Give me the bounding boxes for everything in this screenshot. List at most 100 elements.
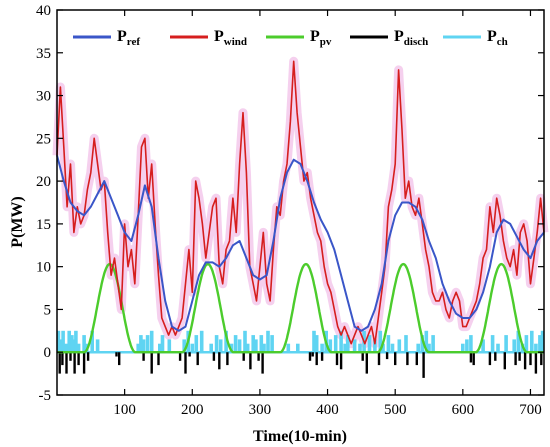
y-tick-label: 35 bbox=[36, 46, 51, 62]
y-tick-label: 15 bbox=[36, 217, 51, 233]
y-axis-title: P(MW) bbox=[9, 196, 26, 248]
x-tick-label: 200 bbox=[181, 402, 204, 418]
x-axis-title: Time(10-min) bbox=[253, 428, 347, 445]
series-ref-line bbox=[56, 155, 545, 332]
ch-spike bbox=[358, 343, 362, 353]
ch-spike bbox=[237, 339, 242, 353]
y-tick-label: 10 bbox=[36, 260, 51, 276]
axes-frame bbox=[56, 9, 545, 396]
ch-spike bbox=[160, 335, 165, 353]
y-tick-label: 25 bbox=[36, 131, 51, 147]
ch-spike bbox=[386, 335, 391, 353]
ch-spike bbox=[404, 335, 408, 353]
ch-spike bbox=[328, 339, 333, 353]
ch-spike bbox=[229, 343, 234, 353]
legend-entry: Pdisch bbox=[394, 28, 428, 48]
x-tick-label: 700 bbox=[519, 402, 542, 418]
ch-spike bbox=[378, 330, 383, 353]
ch-spike bbox=[496, 343, 500, 353]
y-tick-label: -5 bbox=[39, 388, 52, 404]
ch-spike bbox=[512, 339, 516, 353]
y-tick-label: 30 bbox=[36, 89, 51, 105]
legend-entry: Pref bbox=[117, 28, 140, 48]
y-tick-label: 5 bbox=[44, 302, 52, 318]
x-tick-label: 500 bbox=[384, 402, 407, 418]
ch-spike bbox=[56, 330, 61, 353]
ch-spike bbox=[136, 343, 140, 353]
ch-spike bbox=[431, 335, 435, 353]
legend: Pref Pwind Ppv Pdisch Pch bbox=[73, 28, 508, 48]
axes-layer: 100 200 300 400 500 600 700 -5 0 5 10 15 20 25 30 35 40 bbox=[36, 3, 545, 418]
ch-spike bbox=[312, 330, 316, 353]
ch-spike bbox=[296, 343, 300, 353]
ch-spike bbox=[182, 339, 186, 353]
ch-spike bbox=[74, 330, 78, 353]
ch-spike bbox=[530, 330, 534, 353]
ch-spike bbox=[233, 335, 238, 353]
series-layer bbox=[52, 56, 549, 378]
ch-spike bbox=[64, 343, 68, 353]
ch-spike bbox=[516, 330, 521, 353]
ch-spike bbox=[286, 343, 291, 353]
ch-spike bbox=[214, 335, 219, 353]
ch-spike bbox=[416, 343, 420, 353]
ch-spike bbox=[481, 339, 485, 353]
ch-spike bbox=[373, 339, 377, 353]
y-tick-label: 40 bbox=[36, 3, 51, 19]
ch-spike bbox=[427, 343, 431, 353]
ch-spike bbox=[381, 343, 385, 353]
ch-spike bbox=[424, 330, 429, 353]
legend-entry: Pwind bbox=[214, 28, 247, 48]
ch-spike bbox=[145, 335, 150, 353]
ch-spike bbox=[262, 343, 266, 353]
ch-spike bbox=[390, 343, 395, 353]
series-pv-line bbox=[57, 262, 544, 354]
ch-spike bbox=[67, 330, 71, 353]
ch-spike bbox=[61, 330, 65, 353]
y-tick-label: 20 bbox=[36, 174, 51, 190]
ch-spike bbox=[490, 335, 495, 353]
ch-spike bbox=[209, 343, 213, 353]
ch-spike bbox=[534, 343, 538, 353]
y-tick-label: 0 bbox=[44, 345, 52, 361]
ch-spike bbox=[367, 335, 372, 353]
x-tick-label: 400 bbox=[316, 402, 339, 418]
ch-spike bbox=[333, 335, 338, 353]
legend-entry: Ppv bbox=[310, 28, 332, 48]
ch-spike bbox=[461, 343, 465, 353]
x-tick-label: 100 bbox=[113, 402, 136, 418]
ch-spike bbox=[167, 339, 172, 353]
ch-spike bbox=[218, 339, 223, 353]
ch-spike bbox=[465, 339, 469, 353]
ch-spike bbox=[254, 339, 258, 353]
ch-spike bbox=[251, 335, 255, 353]
x-tick-label: 600 bbox=[452, 402, 475, 418]
ch-spike bbox=[95, 339, 100, 353]
ch-spike bbox=[524, 335, 529, 353]
ch-spike bbox=[538, 335, 542, 353]
ch-spike bbox=[343, 343, 347, 353]
ch-spike bbox=[141, 339, 146, 353]
ch-spike bbox=[266, 330, 270, 353]
ch-spike bbox=[149, 330, 154, 353]
ch-spike bbox=[199, 330, 204, 353]
ch-spike bbox=[397, 339, 402, 353]
ch-spike bbox=[352, 339, 357, 353]
ch-spike bbox=[259, 335, 264, 353]
ch-spike bbox=[224, 330, 228, 353]
ch-spike bbox=[540, 330, 545, 353]
ch-spike bbox=[76, 343, 81, 353]
ch-spike bbox=[314, 335, 319, 353]
legend-entry: Pch bbox=[487, 28, 508, 48]
ch-spike bbox=[320, 343, 324, 353]
ch-spike bbox=[346, 335, 350, 353]
ch-spike bbox=[70, 335, 74, 353]
ch-spike bbox=[504, 335, 508, 353]
ch-spike bbox=[243, 330, 247, 353]
ch-spike bbox=[194, 335, 199, 353]
ch-spike bbox=[190, 343, 195, 353]
ch-spike bbox=[158, 343, 162, 353]
ch-spike bbox=[339, 330, 343, 353]
ch-spike bbox=[270, 335, 274, 353]
